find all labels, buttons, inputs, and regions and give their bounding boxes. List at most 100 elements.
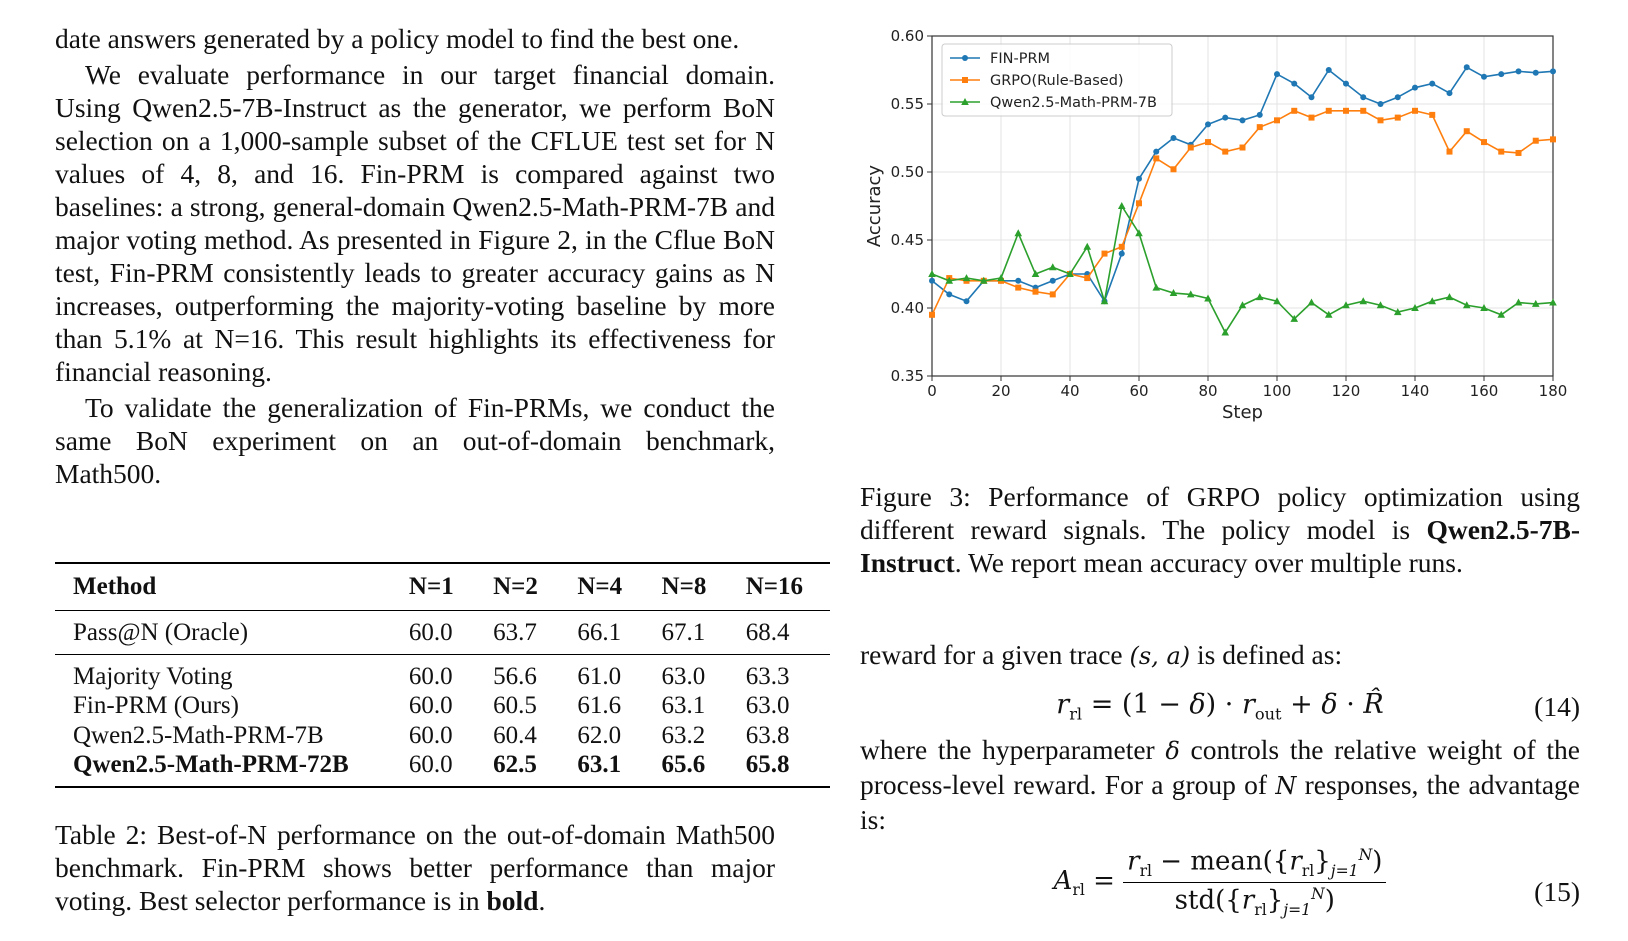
data-point bbox=[1274, 117, 1280, 124]
table-cell: 60.0 bbox=[408, 618, 453, 646]
reward-intro: reward for a given trace (s, a) is defin… bbox=[860, 638, 1580, 673]
data-point bbox=[1394, 114, 1401, 121]
table-row: Majority Voting 60.0 56.6 61.0 63.0 63.3 bbox=[55, 655, 830, 691]
equation-14: rrl = (1 − δ) · rout + δ · R̂ (14) bbox=[1056, 689, 1580, 724]
data-point bbox=[1170, 135, 1177, 141]
table-cell: 68.4 bbox=[745, 618, 790, 646]
equation-14-number: (14) bbox=[1534, 691, 1580, 722]
figure-caption-bold: Qwen2.5-7B-Instruct bbox=[860, 514, 1580, 578]
data-point bbox=[1307, 298, 1316, 306]
data-point bbox=[1274, 71, 1280, 78]
paragraph-1: We evaluate performance in our target fi… bbox=[55, 59, 775, 387]
x-tick-label: 20 bbox=[991, 382, 1010, 400]
data-point bbox=[1412, 84, 1418, 91]
table-row: Qwen2.5-Math-PRM-7B 60.0 60.4 62.0 63.2 … bbox=[55, 721, 830, 751]
table-cell: 67.1 bbox=[661, 618, 706, 646]
data-point bbox=[1393, 308, 1402, 316]
table-cell: 63.2 bbox=[661, 721, 706, 749]
table-cell: 62.5 bbox=[493, 750, 537, 778]
data-point bbox=[1532, 69, 1539, 76]
data-point bbox=[1429, 111, 1436, 118]
data-point bbox=[1101, 250, 1108, 257]
x-tick-label: 0 bbox=[927, 382, 937, 400]
data-point bbox=[1412, 107, 1418, 114]
advantage-text-3: responses, the advantage is: bbox=[860, 769, 1580, 835]
data-point bbox=[1256, 124, 1263, 131]
paragraph-0: date answers generated by a policy model… bbox=[55, 23, 740, 54]
data-point bbox=[1532, 137, 1539, 144]
data-point bbox=[1428, 297, 1437, 305]
data-point bbox=[945, 276, 954, 284]
data-point bbox=[1136, 175, 1142, 182]
data-point bbox=[1514, 298, 1523, 306]
table-cell: 60.0 bbox=[408, 750, 453, 778]
table-cell: 62.0 bbox=[577, 721, 622, 749]
data-point bbox=[1308, 114, 1315, 121]
table-cell: Majority Voting bbox=[73, 662, 233, 690]
data-point bbox=[1169, 289, 1178, 297]
y-tick-label: 0.35 bbox=[891, 367, 924, 385]
header-n16: N=16 bbox=[745, 573, 804, 600]
data-point bbox=[1135, 229, 1143, 237]
series-line-2 bbox=[931, 203, 1554, 335]
data-point bbox=[1015, 284, 1022, 291]
data-point bbox=[1031, 270, 1040, 277]
y-tick-label: 0.40 bbox=[891, 299, 924, 317]
table-cell: 60.0 bbox=[408, 691, 453, 719]
x-tick-label: 80 bbox=[1198, 382, 1217, 400]
data-point bbox=[1118, 243, 1125, 250]
data-point bbox=[1343, 107, 1349, 114]
data-point bbox=[1136, 200, 1142, 207]
data-point bbox=[1360, 107, 1367, 114]
table-caption-text: Table 2: Best-of-N performance on the ou… bbox=[55, 819, 775, 916]
table-caption-end: . bbox=[538, 885, 546, 916]
table-cell: 63.0 bbox=[745, 691, 790, 719]
y-tick-label: 0.60 bbox=[891, 27, 924, 45]
data-point bbox=[1100, 297, 1109, 305]
header-n2: N=2 bbox=[493, 573, 538, 600]
table-cell: 60.0 bbox=[408, 662, 453, 690]
reward-intro-text: reward for a given trace bbox=[860, 639, 1130, 670]
data-point bbox=[1550, 136, 1556, 143]
data-point bbox=[1205, 121, 1211, 128]
equation-15-number: (15) bbox=[1534, 876, 1580, 907]
reward-intro-end: is defined as: bbox=[1190, 639, 1343, 670]
x-axis-label: Step bbox=[1222, 402, 1263, 423]
data-point bbox=[1411, 304, 1419, 311]
header-method: Method bbox=[73, 573, 157, 600]
advantage-text-2: controls the relative weight of the proc… bbox=[860, 734, 1580, 800]
math-inline: N bbox=[1275, 772, 1297, 800]
data-point bbox=[1394, 94, 1401, 101]
data-point bbox=[997, 274, 1005, 282]
table-cell: Fin-PRM (Ours) bbox=[73, 691, 239, 719]
table-cell: 66.1 bbox=[577, 618, 622, 646]
data-point bbox=[1015, 277, 1022, 284]
table-cell: 63.1 bbox=[661, 691, 706, 719]
data-point bbox=[1359, 297, 1368, 305]
data-point bbox=[946, 291, 953, 298]
data-point bbox=[1446, 90, 1453, 97]
data-point bbox=[1083, 242, 1092, 250]
equation-15: Arl = rrl − mean({rrl}j=1N) std({rrl}j=1… bbox=[1053, 846, 1580, 919]
header-n4: N=4 bbox=[577, 573, 623, 600]
y-tick-label: 0.50 bbox=[891, 163, 924, 181]
table-header-row: Method N=1 N=2 N=4 N=8 N=16 bbox=[55, 563, 830, 611]
data-point bbox=[963, 298, 970, 305]
data-point bbox=[1238, 301, 1247, 309]
advantage-intro: where the hyperparameter δ controls the … bbox=[860, 733, 1580, 836]
x-tick-label: 160 bbox=[1470, 382, 1499, 400]
table-cell: 56.6 bbox=[493, 662, 537, 690]
data-point bbox=[1446, 148, 1453, 155]
data-point bbox=[1256, 111, 1263, 118]
x-tick-label: 140 bbox=[1401, 382, 1430, 400]
figure-caption: Figure 3: Performance of GRPO policy opt… bbox=[860, 480, 1580, 579]
data-point bbox=[1066, 270, 1074, 277]
table-cell: Pass@N (Oracle) bbox=[73, 618, 249, 646]
paragraph-2: To validate the generalization of Fin-PR… bbox=[55, 392, 775, 489]
x-tick-label: 100 bbox=[1263, 382, 1292, 400]
table-row: Qwen2.5-Math-PRM-72B 60.0 62.5 63.1 65.6… bbox=[55, 751, 830, 787]
data-point bbox=[1325, 67, 1332, 73]
data-point bbox=[1170, 166, 1177, 173]
table-cell: 60.5 bbox=[493, 691, 537, 719]
data-point bbox=[1550, 68, 1556, 75]
